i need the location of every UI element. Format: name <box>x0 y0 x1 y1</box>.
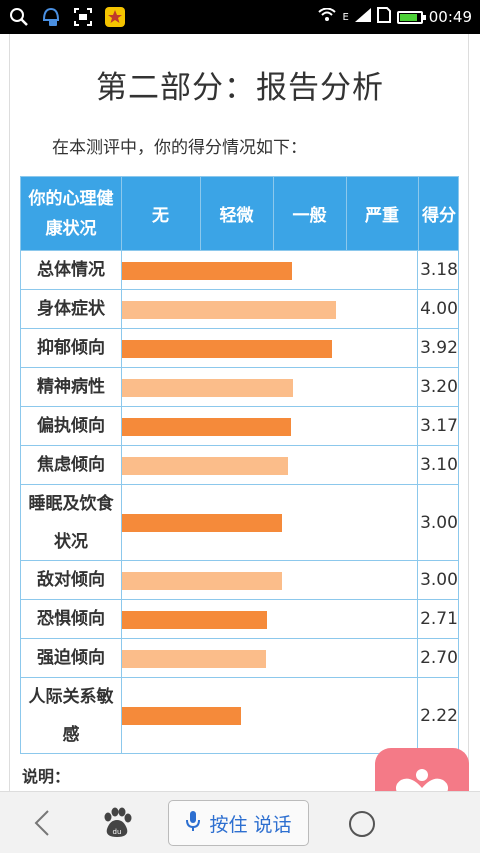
baidu-paw-icon[interactable]: du <box>100 807 134 839</box>
score-bar <box>122 379 293 397</box>
report-page: 第二部分：报告分析 在本测评中，你的得分情况如下： 你的心理健康状况 无 轻微 … <box>0 34 480 791</box>
bar-cell <box>121 561 418 599</box>
table-row: 总体情况 3.18 <box>20 251 459 290</box>
bar-cell <box>121 251 418 289</box>
row-label: 焦虑倾向 <box>37 455 105 475</box>
table-row: 人际关系敏感 2.22 <box>20 678 459 754</box>
bar-cell <box>121 446 418 484</box>
page-title: 第二部分：报告分析 <box>96 70 384 106</box>
bottom-bar: du 按住 说话 <box>0 791 480 853</box>
row-score: 3.18 <box>420 260 458 280</box>
table-row: 敌对倾向 3.00 <box>20 561 459 600</box>
header-level-severe: 严重 <box>346 177 418 250</box>
scan-icon <box>72 6 94 28</box>
level-label: 一般 <box>292 206 327 226</box>
header-level-none: 无 <box>121 177 200 250</box>
bar-cell <box>121 368 418 406</box>
table-row: 身体症状 4.00 <box>20 290 459 329</box>
table-row: 强迫倾向 2.70 <box>20 639 459 678</box>
status-bar: E 00:49 <box>0 0 480 34</box>
level-label: 严重 <box>365 206 399 226</box>
bar-cell <box>121 407 418 445</box>
sim-icon <box>376 7 391 27</box>
table-row: 焦虑倾向 3.10 <box>20 446 459 485</box>
row-label: 恐惧倾向 <box>37 609 105 629</box>
clock: 00:49 <box>428 8 472 26</box>
wifi-icon <box>318 7 337 26</box>
table-row: 睡眠及饮食状况 3.00 <box>20 485 459 561</box>
row-label: 精神病性 <box>37 377 105 397</box>
row-score: 3.17 <box>420 416 458 436</box>
table-row: 精神病性 3.20 <box>20 368 459 407</box>
row-label: 睡眠及饮食状况 <box>28 493 114 552</box>
row-label: 强迫倾向 <box>37 648 105 668</box>
signal-icon <box>354 8 371 26</box>
back-icon[interactable] <box>30 808 54 838</box>
row-score: 3.92 <box>420 338 458 358</box>
bar-cell <box>121 290 418 328</box>
voice-input-button[interactable]: 按住 说话 <box>168 800 309 846</box>
favorite-app-icon <box>104 6 126 28</box>
table-row: 偏执倾向 3.17 <box>20 407 459 446</box>
notification-app-icon <box>40 6 62 28</box>
row-label: 人际关系敏感 <box>28 686 114 745</box>
row-label: 身体症状 <box>37 299 105 319</box>
microphone-icon <box>185 810 201 837</box>
header-label: 你的心理健康状况 <box>28 188 114 239</box>
table-header: 你的心理健康状况 无 轻微 一般 严重 得分 <box>20 176 459 251</box>
row-label: 敌对倾向 <box>37 570 105 590</box>
network-type: E <box>342 11 349 23</box>
svg-text:du: du <box>113 828 122 836</box>
row-score: 3.10 <box>420 455 458 475</box>
row-label: 偏执倾向 <box>37 416 105 436</box>
bar-cell <box>121 485 418 560</box>
row-score: 2.70 <box>420 648 458 668</box>
table-row: 恐惧倾向 2.71 <box>20 600 459 639</box>
score-bar <box>122 650 266 668</box>
bar-cell <box>121 678 418 753</box>
level-label: 轻微 <box>219 206 254 226</box>
score-bar <box>122 611 267 629</box>
score-bar <box>122 340 332 358</box>
battery-icon <box>396 10 426 24</box>
row-label: 总体情况 <box>37 260 105 280</box>
row-score: 2.71 <box>420 609 458 629</box>
score-header-label: 得分 <box>422 206 456 226</box>
home-circle-icon[interactable] <box>349 811 375 837</box>
score-bar <box>122 572 282 590</box>
table-row: 抑郁倾向 3.92 <box>20 329 459 368</box>
row-label: 抑郁倾向 <box>37 338 105 358</box>
bar-cell <box>121 639 418 677</box>
level-label: 无 <box>152 206 169 226</box>
row-score: 3.00 <box>420 512 458 533</box>
score-bar <box>122 707 241 725</box>
row-score: 3.00 <box>420 570 458 590</box>
header-level-mild: 轻微 <box>200 177 273 250</box>
header-label-cell: 你的心理健康状况 <box>21 177 121 250</box>
intro-text: 在本测评中，你的得分情况如下： <box>52 138 307 158</box>
score-bar <box>122 301 336 319</box>
header-level-moderate: 一般 <box>273 177 346 250</box>
row-score: 2.22 <box>420 705 458 726</box>
score-bar <box>122 262 292 280</box>
bar-cell <box>121 329 418 367</box>
header-score: 得分 <box>418 177 460 250</box>
score-bar <box>122 457 288 475</box>
score-bar <box>122 418 291 436</box>
row-score: 3.20 <box>420 377 458 397</box>
score-bar <box>122 514 282 532</box>
voice-input-label: 按住 说话 <box>209 813 292 836</box>
note-label: 说明： <box>22 767 71 786</box>
search-icon <box>8 6 30 28</box>
row-score: 4.00 <box>420 299 458 319</box>
bar-cell <box>121 600 418 638</box>
